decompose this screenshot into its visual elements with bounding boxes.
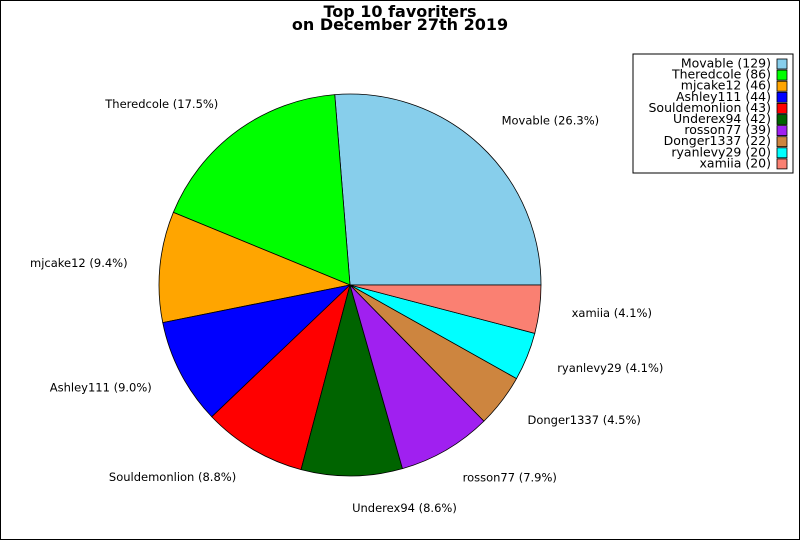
pie-slice-movable: [334, 93, 542, 286]
slice-label-ashley111: Ashley111 (9.0%): [50, 381, 152, 395]
legend-label-ryanlevy29: ryanlevy29 (20): [671, 144, 771, 159]
legend-label-mjcake12: mjcake12 (46): [681, 78, 771, 93]
legend-label-movable: Movable (129): [681, 56, 771, 71]
legend: Movable (129)Theredcole (86)mjcake12 (46…: [632, 53, 794, 174]
slice-label-souldemonlion: Souldemonlion (8.8%): [109, 470, 236, 484]
legend-swatch-theredcole: [776, 69, 788, 81]
legend-swatch-xamiia: [776, 158, 788, 170]
pie-slice-mjcake12: [158, 211, 351, 324]
legend-label-xamiia: xamiia (20): [700, 155, 771, 170]
pie-slice-souldemonlion: [211, 284, 351, 471]
pie-slice-underex94: [300, 284, 403, 477]
slice-label-rosson77: rosson77 (7.9%): [463, 471, 557, 485]
slice-label-mjcake12: mjcake12 (9.4%): [30, 256, 128, 270]
chart-subtitle: on December 27th 2019: [292, 15, 508, 34]
pie-slice-xamiia: [349, 284, 542, 334]
legend-label-rosson77: rosson77 (39): [684, 122, 771, 137]
legend-swatch-movable: [776, 58, 788, 70]
legend-label-underex94: Underex94 (42): [673, 111, 771, 126]
legend-swatch-donger1337: [776, 136, 788, 148]
legend-swatch-mjcake12: [776, 80, 788, 92]
legend-swatch-ashley111: [776, 91, 788, 103]
legend-label-theredcole: Theredcole (86): [671, 67, 771, 82]
legend-label-souldemonlion: Souldemonlion (43): [649, 100, 772, 115]
pie-slice-labels: Movable (26.3%) Theredcole (17.5%) mjcake1…: [30, 97, 663, 515]
legend-swatch-rosson77: [776, 125, 788, 136]
pie-slice-rosson77: [349, 284, 485, 470]
slice-label-underex94: Underex94 (8.6%): [352, 501, 457, 515]
legend-label-donger1337: Donger1337 (22): [664, 133, 771, 148]
pie-slices: [158, 93, 542, 477]
legend-swatch-underex94: [776, 114, 788, 125]
slice-label-movable: Movable (26.3%): [502, 113, 600, 127]
slice-label-theredcole: Theredcole (17.5%): [104, 97, 218, 111]
pie-slice-ashley111: [162, 284, 351, 418]
legend-label-ashley111: Ashley111 (44): [676, 89, 771, 104]
slice-label-xamiia: xamiia (4.1%): [572, 306, 652, 320]
legend-swatch-ryanlevy29: [776, 147, 788, 159]
pie-slice-theredcole: [172, 94, 351, 286]
chart-title: Top 10 favoriters: [323, 2, 476, 21]
slice-label-ryanlevy29: ryanlevy29 (4.1%): [557, 361, 663, 375]
legend-swatch-souldemonlion: [776, 103, 788, 114]
slice-label-donger1337: Donger1337 (4.5%): [528, 413, 641, 427]
legend-box: [632, 53, 794, 174]
